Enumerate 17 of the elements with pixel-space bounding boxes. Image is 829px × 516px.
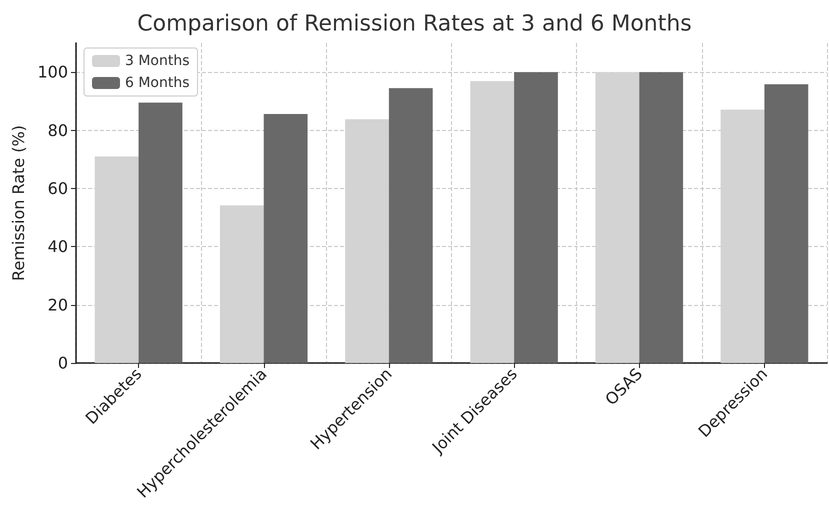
y-axis-title: Remission Rate (%): [9, 125, 28, 281]
y-tick-label: 40: [48, 237, 68, 256]
bar: [514, 72, 558, 363]
legend-label: 3 Months: [125, 53, 190, 69]
chart-title: Comparison of Remission Rates at 3 and 6 Months: [137, 12, 692, 36]
bar: [639, 72, 684, 363]
bar: [264, 114, 308, 363]
bar: [764, 84, 808, 363]
bar: [220, 205, 264, 363]
y-tick-label: 80: [48, 120, 68, 140]
y-tick-label: 60: [48, 178, 68, 198]
legend-label: 6 Months: [125, 75, 190, 91]
y-tick-label: 100: [37, 62, 68, 82]
y-tick-label: 20: [48, 295, 68, 314]
y-tick-label: 0: [58, 354, 68, 372]
bar: [138, 102, 182, 363]
bar: [388, 88, 433, 363]
